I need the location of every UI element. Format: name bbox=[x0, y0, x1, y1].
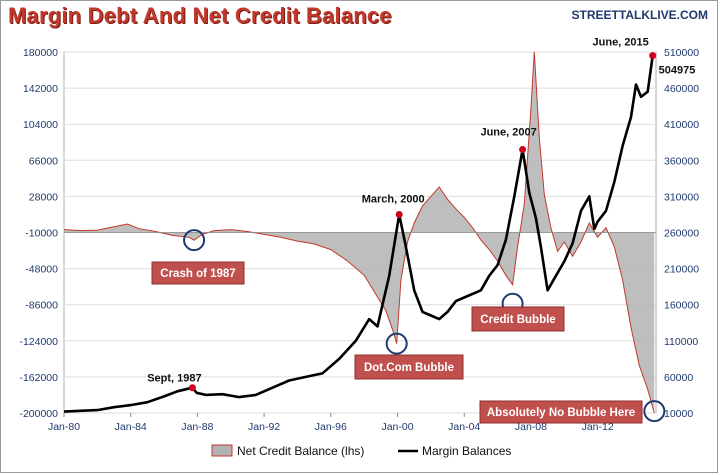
margin-balances-line bbox=[63, 55, 654, 413]
marker-dot bbox=[649, 52, 657, 60]
right-tick-label: 460000 bbox=[664, 83, 699, 95]
x-tick-label: Jan-88 bbox=[181, 421, 213, 433]
annotation-box-label: Absolutely No Bubble Here bbox=[487, 407, 635, 419]
right-tick-label: 410000 bbox=[664, 119, 699, 131]
highlight-circle bbox=[643, 400, 666, 423]
right-tick-label: 160000 bbox=[664, 300, 699, 312]
chart-title: Margin Debt And Net Credit Balance bbox=[8, 3, 392, 28]
left-tick-label: -86000 bbox=[25, 300, 58, 312]
annotation-box-label: Crash of 1987 bbox=[160, 268, 235, 280]
x-tick-label: Jan-80 bbox=[48, 421, 80, 433]
x-tick-label: Jan-04 bbox=[448, 421, 480, 433]
left-tick-label: 142000 bbox=[23, 83, 58, 95]
legend: Net Credit Balance (lhs) Margin Balances bbox=[211, 444, 511, 458]
left-tick-label: -10000 bbox=[25, 228, 58, 240]
legend-label-margin: Margin Balances bbox=[422, 444, 511, 458]
marker-label: March, 2000 bbox=[362, 193, 425, 205]
right-tick-label: 210000 bbox=[664, 264, 699, 276]
x-tick-label: Jan-12 bbox=[582, 421, 614, 433]
annotations-layer: Sept, 1987 March, 2000 June, 2007 June, 201… bbox=[147, 37, 696, 424]
brand-watermark: STREETTALKLIVE.COM bbox=[571, 8, 708, 22]
right-tick-label: 110000 bbox=[664, 336, 698, 348]
credit-area-layer bbox=[63, 51, 656, 414]
x-tick-label: Jan-96 bbox=[315, 421, 347, 433]
right-tick-label: 310000 bbox=[664, 191, 699, 203]
x-axis-ticks: Jan-80 Jan-84 Jan-88 Jan-92 Jan-96 Jan-00 Jan-… bbox=[48, 413, 614, 433]
x-tick-label: Jan-92 bbox=[248, 421, 280, 433]
marker-label: Sept, 1987 bbox=[147, 373, 201, 385]
highlight-circle bbox=[183, 229, 206, 252]
annotation-box bbox=[354, 354, 464, 380]
left-axis-ticks: 180000 142000 104000 66000 28000 -10000 -48000… bbox=[19, 47, 58, 420]
right-tick-label: 10000 bbox=[664, 408, 693, 420]
marker-label: June, 2007 bbox=[480, 126, 536, 138]
legend-swatch-credit bbox=[211, 444, 233, 457]
left-tick-label: 180000 bbox=[23, 47, 58, 59]
right-tick-label: 360000 bbox=[664, 155, 699, 167]
credit-line bbox=[63, 51, 655, 414]
annotation-box bbox=[151, 261, 245, 285]
left-tick-label: 104000 bbox=[23, 119, 58, 131]
legend-label-credit: Net Credit Balance (lhs) bbox=[237, 444, 364, 458]
x-tick-label: Jan-00 bbox=[381, 421, 413, 433]
right-tick-label: 60000 bbox=[664, 372, 693, 384]
annotation-box bbox=[479, 400, 643, 424]
annotation-box bbox=[471, 306, 565, 332]
left-tick-label: 28000 bbox=[29, 191, 58, 203]
right-tick-label: 260000 bbox=[664, 228, 699, 240]
highlight-circle bbox=[385, 332, 408, 355]
annotation-box-label: Dot.Com Bubble bbox=[364, 362, 454, 374]
margin-line-layer bbox=[63, 55, 654, 413]
right-axis-ticks: 510000 460000 410000 360000 310000 260000 2100… bbox=[664, 47, 699, 420]
annotation-box-label: Credit Bubble bbox=[480, 314, 555, 326]
x-tick-label: Jan-84 bbox=[115, 421, 147, 433]
x-tick-label: Jan-08 bbox=[515, 421, 547, 433]
left-tick-label: -124000 bbox=[19, 336, 58, 348]
last-value-label: 504975 bbox=[659, 65, 696, 77]
marker-dot bbox=[395, 210, 403, 218]
left-tick-label: -162000 bbox=[19, 372, 58, 384]
marker-label: June, 2015 bbox=[593, 37, 649, 49]
left-tick-label: 66000 bbox=[29, 155, 58, 167]
marker-dot bbox=[519, 145, 527, 153]
marker-dot bbox=[188, 384, 196, 392]
left-tick-label: -48000 bbox=[25, 264, 58, 276]
left-tick-label: -200000 bbox=[19, 408, 58, 420]
right-tick-label: 510000 bbox=[664, 47, 699, 59]
